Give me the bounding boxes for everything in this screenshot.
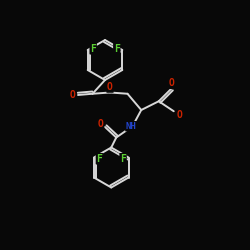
Text: F: F [90, 44, 96, 54]
Text: O: O [176, 110, 182, 120]
Text: F: F [120, 154, 126, 164]
Text: F: F [96, 154, 102, 164]
Text: NH: NH [126, 122, 137, 131]
Text: O: O [107, 82, 113, 92]
Text: O: O [70, 90, 75, 100]
Text: O: O [98, 119, 103, 129]
Text: O: O [168, 78, 174, 88]
Text: F: F [114, 44, 120, 54]
